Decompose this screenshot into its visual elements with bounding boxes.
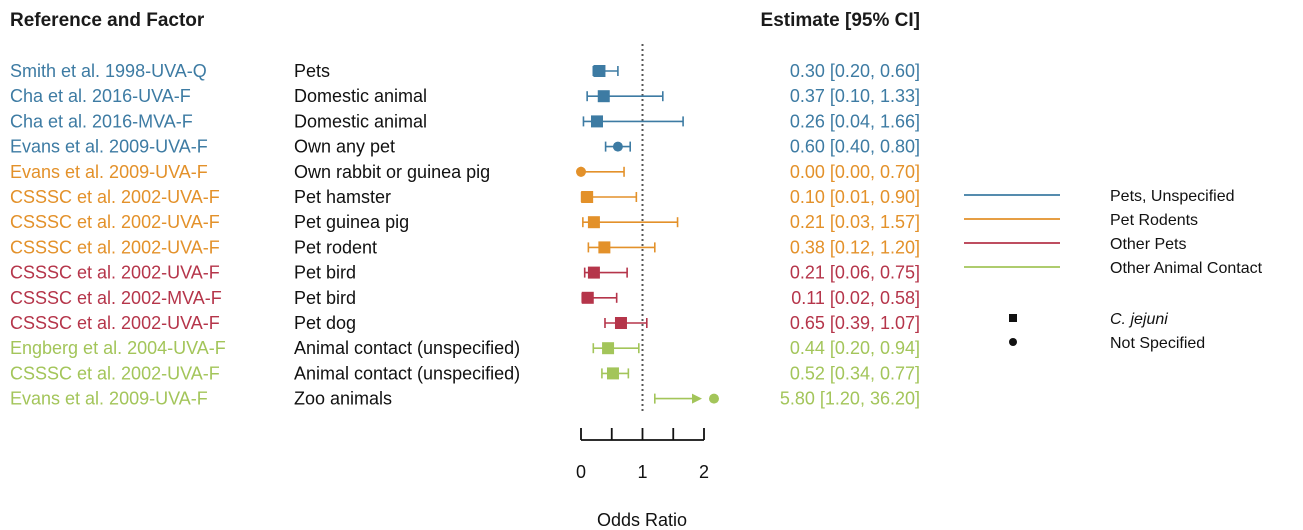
point-estimate: [606, 367, 619, 380]
row-factor: Zoo animals: [294, 389, 392, 409]
row-estimate: 0.00 [0.00, 0.70]: [790, 162, 920, 182]
header-reference-factor: Reference and Factor: [10, 10, 205, 31]
row-estimate: 0.30 [0.20, 0.60]: [790, 61, 920, 81]
x-axis-title: Odds Ratio: [597, 510, 687, 530]
point-estimate: [581, 191, 594, 203]
point-estimate: [581, 291, 594, 304]
rows-layer: Smith et al. 1998-UVA-Q Pets 0.30 [0.20, 0…: [10, 44, 920, 412]
x-tick-label: 0: [576, 462, 586, 482]
row-reference: Evans et al. 2009-UVA-F: [10, 137, 208, 157]
point-estimate: [612, 141, 623, 152]
point-estimate: [614, 317, 627, 329]
row-estimate: 0.10 [0.01, 0.90]: [790, 187, 920, 207]
row-factor: Own any pet: [294, 137, 395, 157]
x-tick-label: 2: [699, 462, 709, 482]
legend-marker-label: C. jejuni: [1110, 311, 1168, 328]
forest-row: CSSSC et al. 2002-UVA-F Pet hamster 0.10 […: [10, 187, 920, 207]
legend-square-marker: [1009, 314, 1017, 322]
point-estimate: [576, 166, 586, 177]
header-estimate-ci: Estimate [95% CI]: [761, 10, 920, 31]
row-reference: CSSSC et al. 2002-UVA-F: [10, 363, 220, 383]
row-factor: Pet bird: [294, 288, 356, 308]
row-reference: CSSSC et al. 2002-UVA-F: [10, 237, 220, 257]
forest-row: Engberg et al. 2004-UVA-F Animal contact …: [10, 338, 920, 358]
row-factor: Animal contact (unspecified): [294, 363, 520, 383]
forest-row: Smith et al. 1998-UVA-Q Pets 0.30 [0.20, 0…: [10, 61, 920, 81]
legend-circle-marker: [1009, 338, 1017, 346]
point-estimate: [597, 90, 610, 103]
point-estimate: [709, 393, 719, 404]
row-estimate: 0.11 [0.02, 0.58]: [791, 288, 920, 308]
x-tick-label: 1: [637, 462, 647, 482]
row-reference: CSSSC et al. 2002-UVA-F: [10, 263, 220, 283]
row-factor: Domestic animal: [294, 111, 427, 131]
row-reference: Evans et al. 2009-UVA-F: [10, 162, 208, 182]
legend-label: Pet Rodents: [1110, 212, 1198, 229]
forest-row: Cha et al. 2016-MVA-F Domestic animal 0.26…: [10, 111, 920, 131]
forest-row: Cha et al. 2016-UVA-F Domestic animal 0.37…: [10, 86, 920, 106]
row-estimate: 5.80 [1.20, 36.20]: [780, 389, 920, 409]
row-reference: CSSSC et al. 2002-UVA-F: [10, 187, 220, 207]
row-factor: Own rabbit or guinea pig: [294, 162, 490, 182]
legend: Pets, Unspecified Pet Rodents Other Pets Ot…: [964, 188, 1263, 352]
row-estimate: 0.52 [0.34, 0.77]: [790, 363, 920, 383]
row-reference: Smith et al. 1998-UVA-Q: [10, 61, 207, 81]
forest-row: Evans et al. 2009-UVA-F Zoo animals 5.80 […: [10, 389, 920, 409]
legend-label: Pets, Unspecified: [1110, 188, 1235, 205]
ci-arrow: [692, 393, 702, 404]
row-factor: Pets: [294, 61, 330, 81]
forest-row: CSSSC et al. 2002-UVA-F Pet bird 0.21 [0.0…: [10, 263, 920, 283]
row-estimate: 0.60 [0.40, 0.80]: [790, 137, 920, 157]
forest-row: CSSSC et al. 2002-UVA-F Pet rodent 0.38 [0…: [10, 237, 920, 257]
point-estimate: [590, 115, 603, 128]
point-estimate: [587, 266, 600, 279]
row-factor: Pet hamster: [294, 187, 391, 207]
row-reference: Evans et al. 2009-UVA-F: [10, 389, 208, 409]
row-reference: CSSSC et al. 2002-UVA-F: [10, 313, 220, 333]
legend-label: Other Animal Contact: [1110, 260, 1263, 277]
row-reference: CSSSC et al. 2002-MVA-F: [10, 288, 222, 308]
row-reference: Cha et al. 2016-MVA-F: [10, 111, 193, 131]
row-factor: Pet dog: [294, 313, 356, 333]
row-factor: Domestic animal: [294, 86, 427, 106]
point-estimate: [602, 342, 615, 355]
legend-marker-label: Not Specified: [1110, 335, 1205, 352]
row-reference: Engberg et al. 2004-UVA-F: [10, 338, 226, 358]
legend-label: Other Pets: [1110, 236, 1186, 253]
row-reference: CSSSC et al. 2002-UVA-F: [10, 212, 220, 232]
x-axis: 0 1 2: [576, 428, 709, 482]
point-estimate: [587, 216, 600, 229]
forest-row: Evans et al. 2009-UVA-F Own any pet 0.60 […: [10, 137, 920, 157]
row-estimate: 0.44 [0.20, 0.94]: [790, 338, 920, 358]
row-estimate: 0.21 [0.06, 0.75]: [790, 263, 920, 283]
forest-row: CSSSC et al. 2002-UVA-F Pet dog 0.65 [0.39…: [10, 313, 920, 333]
point-estimate: [593, 65, 606, 77]
row-factor: Pet rodent: [294, 237, 377, 257]
point-estimate: [598, 241, 611, 254]
forest-row: CSSSC et al. 2002-UVA-F Animal contact (u…: [10, 363, 920, 383]
row-estimate: 0.65 [0.39, 1.07]: [790, 313, 920, 333]
row-estimate: 0.37 [0.10, 1.33]: [790, 86, 920, 106]
row-reference: Cha et al. 2016-UVA-F: [10, 86, 191, 106]
row-estimate: 0.26 [0.04, 1.66]: [790, 111, 920, 131]
row-factor: Pet guinea pig: [294, 212, 409, 232]
row-estimate: 0.21 [0.03, 1.57]: [790, 212, 920, 232]
row-estimate: 0.38 [0.12, 1.20]: [790, 237, 920, 257]
row-factor: Pet bird: [294, 263, 356, 283]
forest-row: Evans et al. 2009-UVA-F Own rabbit or gui…: [10, 162, 920, 182]
row-factor: Animal contact (unspecified): [294, 338, 520, 358]
forest-row: CSSSC et al. 2002-MVA-F Pet bird 0.11 [0.0…: [10, 288, 920, 308]
forest-row: CSSSC et al. 2002-UVA-F Pet guinea pig 0.2…: [10, 212, 920, 232]
